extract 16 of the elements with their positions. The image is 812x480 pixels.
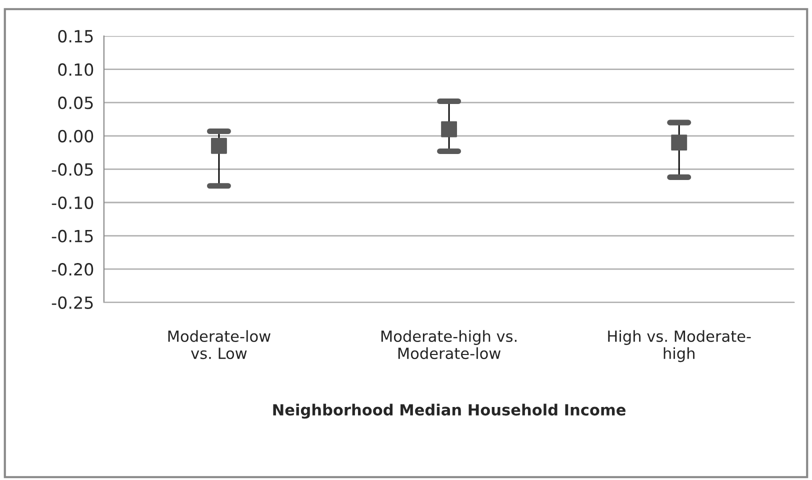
point [441,121,458,138]
x-tick-label: Moderate-high vs. Moderate-low [381,330,516,360]
y-tick-label: -0.05 [52,163,93,176]
y-tick-label: -0.15 [52,230,93,242]
y-tick-label: 0.15 [58,30,93,43]
y-tick-label: -0.25 [52,296,93,309]
y-tick-label: -0.10 [52,196,94,210]
y-tick-label: 0.00 [58,130,94,142]
point [210,138,227,154]
x-tick-label: High vs. Moderate- high [608,330,751,362]
point [671,134,688,151]
y-tick-label: 0.10 [58,63,94,76]
x-axis-title: Neighborhood Median Household Income [273,404,626,419]
x-tick-label: Moderate-low vs. Low [168,330,270,360]
y-tick-label: 0.05 [58,96,93,110]
y-tick-label: -0.20 [52,263,94,276]
